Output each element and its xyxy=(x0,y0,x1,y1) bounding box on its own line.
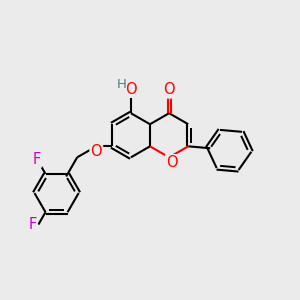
Text: F: F xyxy=(28,217,37,232)
Text: O: O xyxy=(163,82,175,98)
Text: O: O xyxy=(125,82,137,97)
Text: O: O xyxy=(166,155,178,170)
Text: O: O xyxy=(91,144,102,159)
Text: H: H xyxy=(116,78,126,92)
Text: F: F xyxy=(33,152,41,166)
